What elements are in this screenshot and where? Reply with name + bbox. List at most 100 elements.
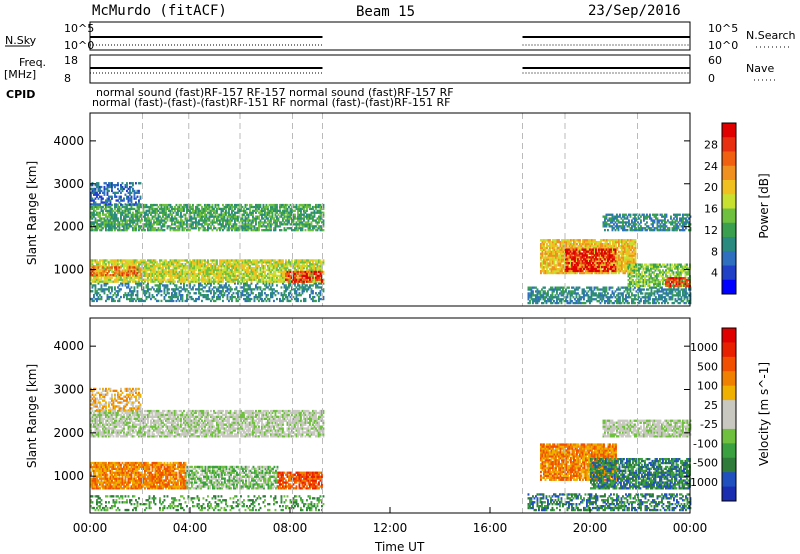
radar-title: McMurdo (fitACF) (92, 3, 227, 19)
data-cell (654, 292, 656, 294)
data-cell (108, 190, 110, 192)
data-cell (639, 296, 641, 298)
nave-label: Nave (746, 62, 774, 75)
data-cell (93, 272, 95, 274)
data-cell (260, 286, 262, 288)
data-cell (231, 288, 233, 290)
data-cell (185, 214, 187, 216)
data-cell (282, 259, 284, 261)
data-cell (224, 292, 226, 294)
data-cell (101, 284, 103, 286)
data-cell (628, 302, 630, 304)
data-cell (297, 298, 299, 300)
data-cell (137, 272, 139, 274)
nsky-panel: N.Sky 10^5 10^0 10^5 10^0 N.Search (5, 22, 796, 52)
data-cell (140, 196, 142, 198)
freq-traces (90, 68, 690, 73)
data-cell (119, 225, 121, 227)
data-cell (146, 204, 148, 206)
data-cell (269, 298, 271, 300)
data-cell (266, 204, 268, 206)
data-cell (552, 292, 554, 294)
data-cell (141, 219, 143, 221)
data-cell (209, 286, 211, 288)
data-cell (176, 217, 178, 219)
data-cell (137, 266, 139, 268)
nsearch-label: N.Search (746, 29, 796, 42)
data-cell (622, 292, 624, 294)
data-cell (123, 198, 125, 200)
data-cell (137, 290, 139, 292)
data-cell (239, 290, 241, 292)
data-cell (305, 271, 307, 273)
data-cell (532, 290, 534, 292)
data-cell (667, 302, 669, 304)
freq-panel: Freq. [MHz] 18 8 60 0 Nave (4, 54, 776, 85)
data-cell (114, 286, 116, 288)
data-cell (213, 290, 215, 292)
data-cell (102, 198, 104, 200)
data-cell (290, 204, 292, 206)
data-cell (137, 196, 139, 198)
data-cell (228, 292, 230, 294)
data-cell (132, 212, 134, 214)
data-cell (116, 196, 118, 198)
data-cell (135, 182, 137, 184)
data-cell (251, 298, 253, 300)
data-cell (684, 298, 686, 300)
data-cell (228, 284, 230, 286)
data-cell (194, 284, 196, 286)
data-cell (180, 204, 182, 206)
data-cell (315, 300, 317, 302)
data-cell (198, 298, 200, 300)
data-cell (260, 204, 262, 206)
data-cell (323, 229, 325, 231)
cpid-label: CPID (6, 88, 35, 101)
data-cell (276, 290, 278, 292)
data-cell (314, 296, 316, 298)
data-cell (302, 292, 304, 294)
data-cell (176, 284, 178, 286)
data-cell (254, 298, 256, 300)
data-cell (164, 229, 166, 231)
radar-summary-figure: McMurdo (fitACF) Beam 15 23/Sep/2016 N.S… (0, 0, 800, 554)
data-cell (296, 204, 298, 206)
data-cell (231, 219, 233, 221)
data-cell (158, 300, 160, 302)
data-cell (161, 290, 163, 292)
data-cell (98, 266, 100, 268)
data-cell (117, 182, 119, 184)
data-cell (273, 300, 275, 302)
data-cell (655, 296, 657, 298)
data-cell (234, 296, 236, 298)
data-cell (101, 298, 103, 300)
data-cell (305, 229, 307, 231)
data-cell (222, 204, 224, 206)
data-cell (607, 292, 609, 294)
data-cell (672, 298, 674, 300)
data-cell (276, 206, 278, 208)
data-cell (161, 300, 163, 302)
data-cell (679, 292, 681, 294)
data-cell (131, 196, 133, 198)
nsearch-tick-bottom: 10^0 (708, 39, 738, 52)
data-cell (297, 271, 299, 273)
data-cell (642, 292, 644, 294)
data-cell (120, 196, 122, 198)
freq-tick-top: 18 (64, 54, 78, 67)
data-cell (150, 298, 152, 300)
data-cell (209, 204, 211, 206)
power-cells (90, 182, 691, 304)
nsky-tick-bottom: 10^0 (64, 39, 94, 52)
data-cell (146, 292, 148, 294)
data-cell (311, 273, 313, 275)
data-cell (164, 225, 166, 227)
data-cell (144, 229, 146, 231)
data-cell (612, 287, 614, 289)
data-cell (176, 292, 178, 294)
data-cell (110, 292, 112, 294)
data-cell (215, 292, 217, 294)
data-cell (210, 225, 212, 227)
data-cell (168, 288, 170, 290)
data-cell (257, 267, 259, 269)
